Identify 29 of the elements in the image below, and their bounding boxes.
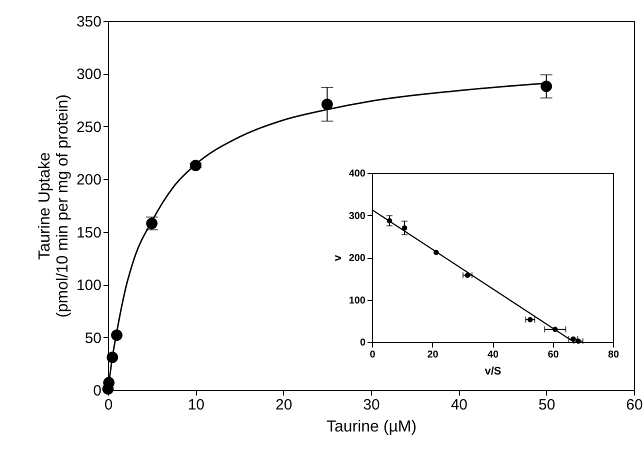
y-tick-label: 300	[348, 210, 366, 222]
x-axis-title: v/S	[484, 366, 502, 378]
y-tick-label: 150	[76, 224, 102, 242]
y-tick-label: 350	[76, 14, 102, 30]
y-tick-label: 0	[360, 338, 366, 348]
x-tick-label: 50	[538, 396, 556, 414]
x-tick-label: 40	[487, 350, 499, 360]
y-tick-label: 200	[76, 172, 102, 189]
y-tick-label: 0	[93, 382, 102, 400]
y-tick-label: 200	[348, 253, 366, 264]
y-axis-title: v	[332, 254, 344, 262]
x-tick-label: 0	[104, 396, 113, 414]
x-tick-label: 10	[188, 396, 205, 414]
x-tick-label: 20	[427, 350, 439, 360]
x-tick-label: 60	[548, 350, 560, 360]
x-tick-label: 40	[450, 396, 468, 414]
x-axis-title: Taurine (µM)	[326, 418, 417, 436]
x-tick-label: 60	[626, 396, 643, 414]
y-tick-label: 400	[348, 168, 366, 180]
x-tick-label: 30	[363, 396, 380, 414]
y-tick-label: 50	[84, 330, 102, 347]
y-axis-title: Taurine Uptake (pmol/10 min per mg of protein)	[36, 94, 72, 318]
x-tick-label: 80	[608, 350, 620, 360]
y-tick-label: 250	[76, 118, 102, 136]
x-tick-label: 0	[370, 350, 376, 360]
y-tick-label: 100	[348, 295, 366, 306]
x-tick-label: 20	[275, 396, 292, 414]
y-tick-label: 100	[76, 277, 102, 294]
y-tick-label: 300	[76, 66, 102, 84]
